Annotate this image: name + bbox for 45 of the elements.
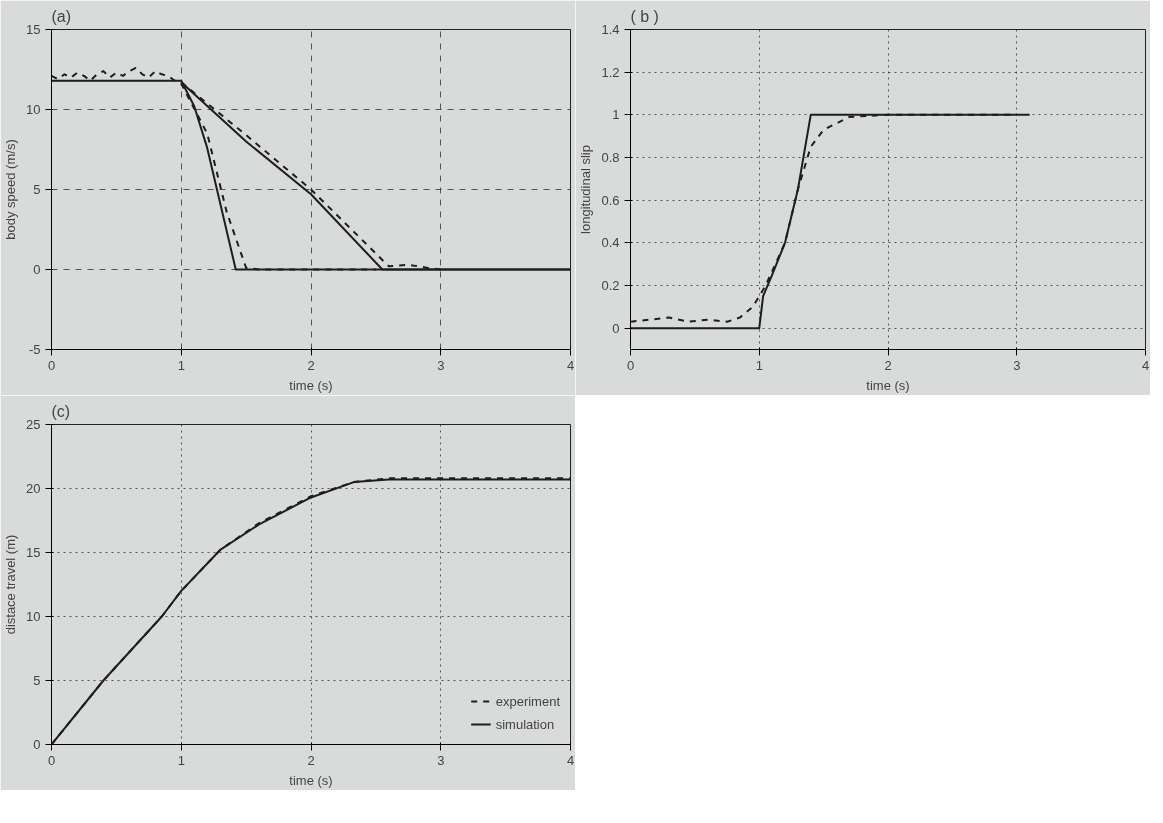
x-axis-title: time (s) <box>289 772 333 788</box>
x-tick-label: 1 <box>177 357 185 373</box>
legend-label: experiment <box>495 693 560 709</box>
y-tick-label: 15 <box>26 22 41 37</box>
chart-title: ( b ) <box>630 7 659 25</box>
x-tick-label: 4 <box>566 357 575 373</box>
x-tick-label: 2 <box>884 357 892 373</box>
y-tick-label: 0 <box>33 262 41 277</box>
y-tick-label: 20 <box>26 481 41 496</box>
x-tick-label: 3 <box>437 752 445 768</box>
x-tick-label: 3 <box>437 357 445 373</box>
y-tick-label: 0.6 <box>601 192 620 208</box>
y-tick-label: 1 <box>612 107 620 123</box>
x-tick-label: 0 <box>47 752 56 768</box>
y-tick-label: 5 <box>33 182 41 197</box>
x-axis-title: time (s) <box>866 377 910 393</box>
y-tick-label: 1.4 <box>601 22 620 37</box>
y-tick-label: 0.4 <box>601 235 620 251</box>
y-tick-label: 0.8 <box>601 150 620 165</box>
x-tick-label: 4 <box>566 752 575 768</box>
y-tick-label: 0.2 <box>601 278 620 293</box>
legend-label: simulation <box>495 716 555 732</box>
x-tick-label: 0 <box>47 357 56 373</box>
y-axis-title: longitudinal slip <box>578 145 594 234</box>
x-tick-label: 0 <box>626 357 635 373</box>
x-axis-title: time (s) <box>289 377 333 393</box>
y-tick-label: 0 <box>33 737 41 752</box>
y-tick-label: 5 <box>33 673 41 688</box>
x-tick-label: 2 <box>307 357 315 373</box>
x-tick-label: 4 <box>1141 357 1150 373</box>
y-tick-label: 0 <box>612 320 620 336</box>
chart-title: (c) <box>51 402 71 420</box>
x-tick-label: 3 <box>1013 357 1021 373</box>
y-tick-label: 15 <box>26 545 41 560</box>
y-tick-label: 10 <box>26 102 41 117</box>
y-axis-title: distace travel (m) <box>3 534 19 635</box>
x-tick-label: 1 <box>755 357 763 373</box>
chart-title: (a) <box>51 7 72 25</box>
x-tick-label: 2 <box>307 752 315 768</box>
x-tick-label: 1 <box>177 752 185 768</box>
y-tick-label: -5 <box>28 342 41 357</box>
y-tick-label: 1.2 <box>601 64 620 80</box>
y-axis-title: body speed (m/s) <box>3 139 19 240</box>
y-tick-label: 25 <box>26 417 41 432</box>
y-tick-label: 10 <box>26 609 41 624</box>
